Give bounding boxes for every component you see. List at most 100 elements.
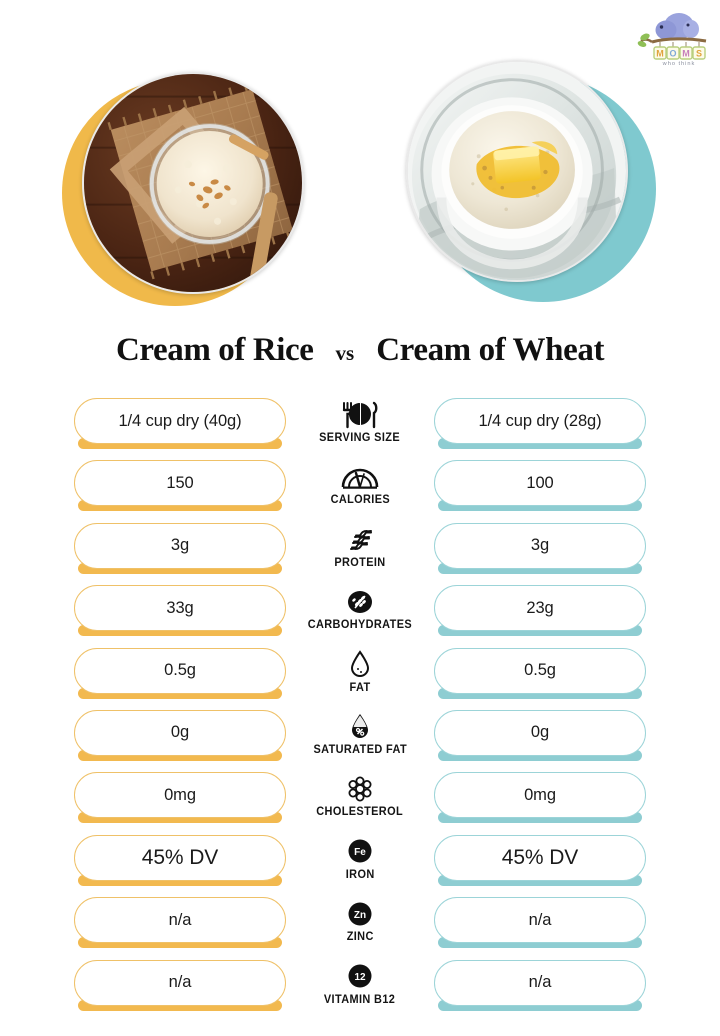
right-value-cell: 0g: [434, 709, 646, 761]
table-row: 45% DV Fe IRON 45% DV: [0, 834, 720, 897]
left-value-text: 33g: [166, 598, 194, 617]
table-row: 0g SATURATED FAT: [0, 709, 720, 772]
left-value-pill: 45% DV: [74, 834, 286, 881]
left-value-cell: 1/4 cup dry (40g): [74, 398, 286, 449]
right-value-cell: 1/4 cup dry (28g): [434, 398, 646, 449]
right-value-pill: 1/4 cup dry (28g): [434, 398, 646, 444]
left-value-text: 150: [166, 473, 194, 492]
metric-iron: Fe IRON: [286, 835, 434, 881]
left-value-pill: 1/4 cup dry (40g): [74, 398, 286, 444]
hero-photos: [0, 0, 720, 320]
metric-serving-size: SERVING SIZE: [286, 398, 434, 444]
left-value-pill: 3g: [74, 522, 286, 569]
fe-badge-icon: Fe: [347, 836, 373, 867]
moms-who-think-logo[interactable]: M O M S who think: [636, 8, 712, 67]
metric-label: SERVING SIZE: [319, 432, 401, 444]
right-value-cell: 23g: [434, 585, 646, 637]
right-value-cell: 0.5g: [434, 647, 646, 699]
svg-text:M: M: [656, 49, 664, 59]
plate-fork-knife-icon: [338, 399, 382, 430]
right-value-cell: n/a: [434, 959, 646, 1011]
right-value-cell: 3g: [434, 522, 646, 574]
table-row: n/a Zn ZINC n/a: [0, 897, 720, 959]
right-value-pill: n/a: [434, 959, 646, 1006]
metric-label: IRON: [345, 868, 375, 881]
table-row: 3g: [0, 522, 720, 585]
metric-fat: FAT: [286, 648, 434, 694]
left-value-text: 0mg: [164, 785, 196, 804]
svg-text:M: M: [682, 49, 690, 59]
right-value-cell: 100: [434, 460, 646, 512]
left-value-cell: 3g: [74, 522, 286, 574]
droplet-percent-icon: [349, 711, 371, 742]
metric-label: FAT: [349, 681, 371, 694]
left-value-text: 45% DV: [141, 845, 219, 869]
left-value-pill: n/a: [74, 959, 286, 1006]
metric-label: CALORIES: [330, 494, 390, 507]
table-row: 1/4 cup dry (40g) SERVING SIZE: [0, 398, 720, 460]
left-value-cell: 33g: [74, 585, 286, 637]
vs-label: vs: [335, 341, 355, 365]
left-value-text: 0g: [170, 723, 190, 742]
right-value-text: 100: [526, 473, 554, 492]
right-value-pill: n/a: [434, 897, 646, 944]
right-value-text: 0g: [530, 723, 550, 742]
metric-cholesterol: CHOLESTEROL: [286, 772, 434, 818]
nutrition-comparison-table: 1/4 cup dry (40g) SERVING SIZE: [0, 398, 720, 1022]
right-value-text: n/a: [528, 910, 552, 929]
left-value-pill: n/a: [74, 897, 286, 944]
table-row: 150 CALORIES 100: [0, 460, 720, 522]
right-value-pill: 0g: [434, 709, 646, 756]
right-value-text: n/a: [528, 973, 552, 992]
left-value-text: 3g: [170, 536, 190, 555]
wheat-grain-icon: [346, 586, 374, 617]
table-row: 0.5g FAT 0.5g: [0, 647, 720, 710]
left-value-pill: 33g: [74, 585, 286, 632]
svg-text:S: S: [696, 49, 702, 59]
svg-text:O: O: [669, 49, 676, 59]
metric-vitamin-b12: 12 VITAMIN B12: [286, 960, 434, 1006]
cream-of-rice-photo: [82, 72, 304, 294]
right-value-pill: 100: [434, 460, 646, 507]
right-value-cell: 0mg: [434, 772, 646, 824]
left-value-pill: 0mg: [74, 772, 286, 819]
metric-label: ZINC: [346, 931, 374, 944]
right-value-cell: 45% DV: [434, 834, 646, 886]
right-value-pill: 45% DV: [434, 834, 646, 881]
left-value-text: n/a: [168, 910, 192, 929]
metric-protein: PROTEIN: [286, 523, 434, 569]
svg-text:Zn: Zn: [354, 910, 366, 921]
left-value-cell: 0mg: [74, 772, 286, 824]
svg-text:12: 12: [354, 972, 366, 983]
table-row: 33g: [0, 585, 720, 647]
metric-label: CHOLESTEROL: [316, 806, 404, 819]
table-row: 0mg: [0, 772, 720, 834]
table-row: n/a 12 VITAMIN B12 n/a: [0, 959, 720, 1022]
right-value-cell: n/a: [434, 897, 646, 949]
molecule-icon: [345, 773, 375, 804]
speedometer-icon: [341, 461, 379, 492]
right-value-text: 0.5g: [524, 661, 556, 680]
metric-label: SATURATED FAT: [313, 743, 407, 756]
right-value-pill: 0.5g: [434, 647, 646, 694]
left-value-pill: 0.5g: [74, 647, 286, 694]
right-value-text: 1/4 cup dry (28g): [478, 411, 602, 430]
left-value-text: n/a: [168, 973, 192, 992]
left-value-cell: 0.5g: [74, 647, 286, 699]
zn-badge-icon: Zn: [347, 898, 373, 929]
right-value-text: 3g: [530, 536, 550, 555]
metric-label: VITAMIN B12: [324, 993, 396, 1006]
right-value-pill: 23g: [434, 585, 646, 632]
cream-of-wheat-photo: [406, 60, 628, 282]
cream-of-rice-photo-group: [62, 66, 312, 316]
metric-zinc: Zn ZINC: [286, 897, 434, 943]
right-value-pill: 3g: [434, 522, 646, 569]
metric-label: CARBOHYDRATES: [307, 619, 413, 632]
left-value-cell: n/a: [74, 897, 286, 949]
right-value-text: 45% DV: [501, 845, 579, 869]
b12-badge-icon: 12: [347, 961, 373, 992]
cream-of-wheat-photo-group: [404, 56, 656, 306]
metric-saturated-fat: SATURATED FAT: [286, 710, 434, 756]
left-value-cell: 45% DV: [74, 834, 286, 886]
